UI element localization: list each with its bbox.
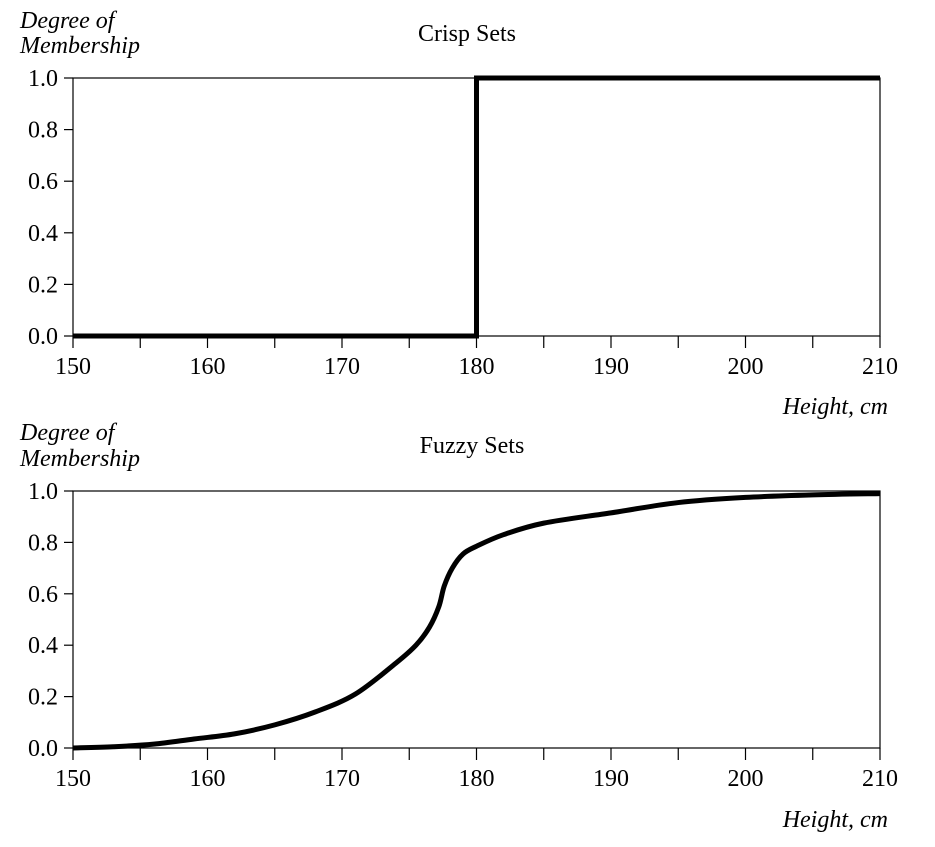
crisp-y-tick-label: 1.0 bbox=[28, 66, 58, 92]
crisp-x-tick-label: 180 bbox=[459, 354, 495, 380]
fuzzy-x-tick-label: 160 bbox=[190, 766, 226, 792]
fuzzy-y-tick-label: 0.8 bbox=[28, 530, 58, 556]
fuzzy-x-axis-label: Height, cm bbox=[782, 807, 888, 833]
crisp-x-tick-label: 190 bbox=[593, 354, 629, 380]
fuzzy-x-tick-label: 210 bbox=[862, 766, 898, 792]
crisp-y-tick-label: 0.6 bbox=[28, 169, 58, 195]
crisp-chart: 0.0 0.2 0.4 0.6 0.8 1.0 150 160 170 180 190 200 210 C… bbox=[19, 8, 898, 420]
crisp-x-tick-label: 210 bbox=[862, 354, 898, 380]
crisp-y-axis-label-line1: Degree of bbox=[19, 8, 118, 34]
crisp-y-axis-label-line2: Membership bbox=[19, 33, 140, 59]
crisp-x-tick-label: 150 bbox=[55, 354, 91, 380]
fuzzy-chart-title: Fuzzy Sets bbox=[420, 433, 525, 459]
fuzzy-x-tick-label: 190 bbox=[593, 766, 629, 792]
fuzzy-y-axis-label-line1: Degree of bbox=[19, 420, 118, 446]
crisp-membership-line bbox=[73, 75, 880, 339]
crisp-y-tick-label: 0.0 bbox=[28, 324, 58, 350]
crisp-x-tick-label: 170 bbox=[324, 354, 360, 380]
fuzzy-y-tick-label: 0.6 bbox=[28, 582, 58, 608]
fuzzy-y-tick-label: 0.2 bbox=[28, 685, 58, 711]
fuzzy-membership-line bbox=[72, 491, 881, 751]
fuzzy-y-tick-label: 0.0 bbox=[28, 736, 58, 762]
crisp-x-tick-label: 160 bbox=[190, 354, 226, 380]
crisp-chart-title: Crisp Sets bbox=[418, 21, 516, 47]
crisp-y-tick-label: 0.2 bbox=[28, 272, 58, 298]
crisp-y-tick-label: 0.4 bbox=[28, 221, 58, 247]
fuzzy-y-tick-label: 1.0 bbox=[28, 479, 58, 505]
crisp-y-tick-label: 0.8 bbox=[28, 118, 58, 144]
fuzzy-plot-frame bbox=[72, 490, 881, 749]
crisp-x-axis-label: Height, cm bbox=[782, 394, 888, 420]
fuzzy-x-tick-label: 200 bbox=[728, 766, 764, 792]
fuzzy-y-tick-label: 0.4 bbox=[28, 633, 58, 659]
fuzzy-chart: 0.0 0.2 0.4 0.6 0.8 1.0 150 160 170 180 190 200 210 F… bbox=[19, 420, 898, 833]
fuzzy-x-tick-label: 180 bbox=[459, 766, 495, 792]
fuzzy-x-tick-label: 170 bbox=[324, 766, 360, 792]
fuzzy-x-tick-label: 150 bbox=[55, 766, 91, 792]
crisp-x-tick-label: 200 bbox=[728, 354, 764, 380]
fuzzy-y-axis-label-line2: Membership bbox=[19, 446, 140, 472]
